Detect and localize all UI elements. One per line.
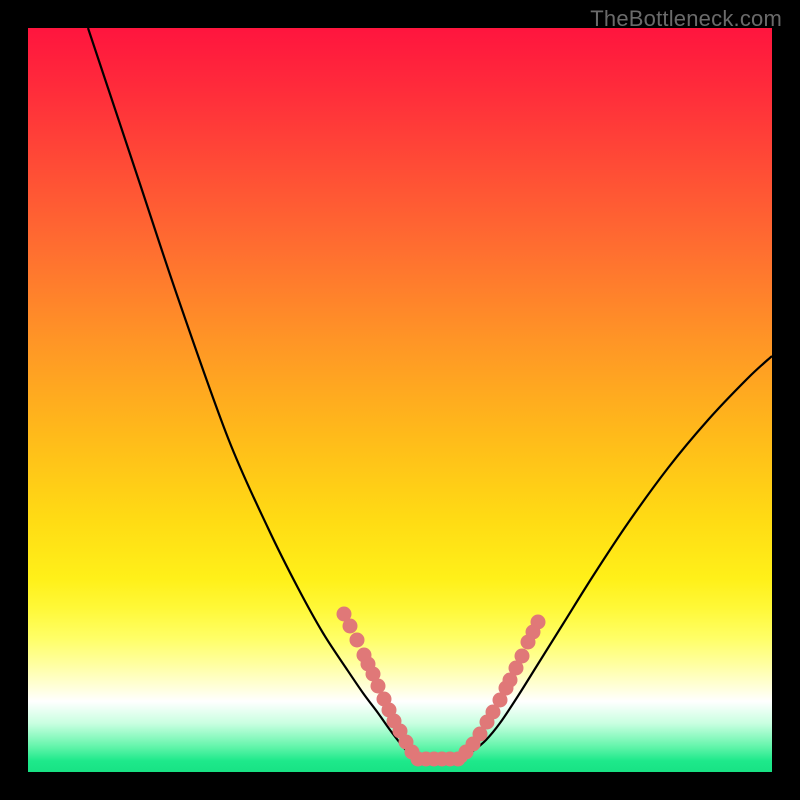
marker-point — [350, 633, 365, 648]
marker-point — [451, 752, 466, 767]
curve-right — [462, 356, 772, 758]
watermark-text: TheBottleneck.com — [590, 6, 782, 32]
marker-point — [343, 619, 358, 634]
scatter-markers — [337, 607, 546, 767]
marker-point — [515, 649, 530, 664]
chart-plot-area — [28, 28, 772, 772]
chart-curves-layer — [28, 28, 772, 772]
marker-point — [371, 679, 386, 694]
marker-point — [531, 615, 546, 630]
